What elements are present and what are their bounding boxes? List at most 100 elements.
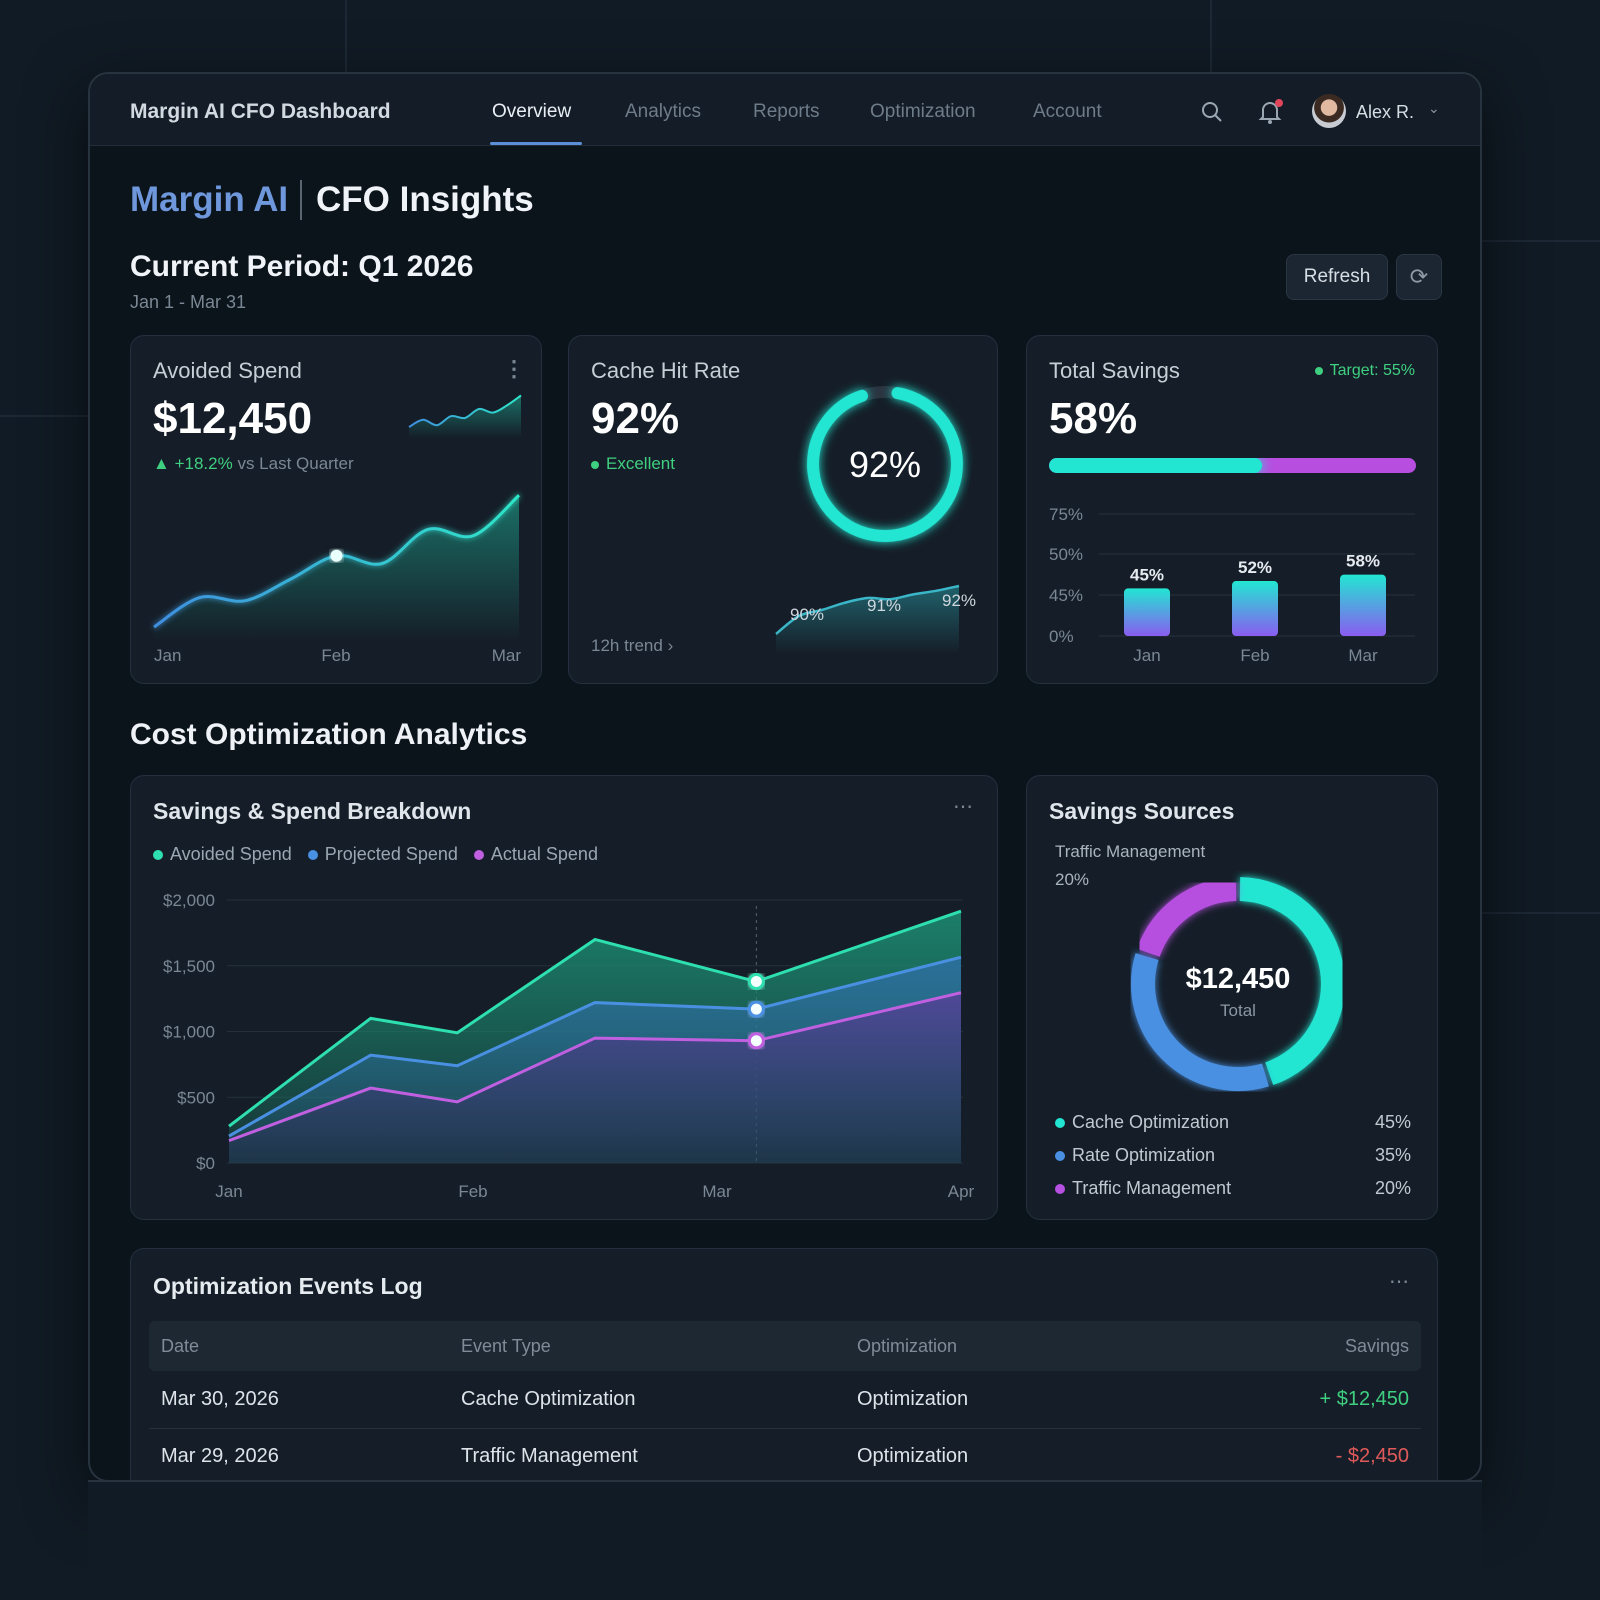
highlight-point bbox=[747, 1032, 765, 1050]
search-icon[interactable] bbox=[1200, 100, 1224, 124]
background-line bbox=[1482, 240, 1600, 242]
cache-ring-progress bbox=[807, 385, 963, 542]
legend-item[interactable]: Actual Spend bbox=[473, 844, 598, 865]
y-tick-label: 0% bbox=[1049, 627, 1074, 646]
legend-label: Projected Spend bbox=[324, 844, 458, 864]
table-header: Date Event Type Optimization Savings bbox=[149, 1321, 1421, 1371]
trend-up-icon: ▲ bbox=[153, 454, 170, 473]
app-title: Margin AI CFO Dashboard bbox=[130, 100, 391, 123]
x-tick-label: Jan bbox=[1133, 646, 1160, 665]
callout-value: 20% bbox=[1055, 870, 1090, 889]
cache-hit-value: 92% bbox=[591, 394, 680, 443]
legend-item[interactable]: Projected Spend bbox=[307, 844, 458, 865]
avatar[interactable] bbox=[1312, 94, 1346, 128]
target-badge: Target: 55% bbox=[1314, 362, 1415, 380]
legend-item[interactable]: Avoided Spend bbox=[153, 844, 292, 865]
y-tick-label: 45% bbox=[1049, 586, 1083, 605]
chevron-down-icon[interactable]: ⌄ bbox=[1428, 100, 1440, 116]
x-tick-label: Jan bbox=[154, 646, 181, 665]
bar-value-label: 52% bbox=[1238, 558, 1272, 577]
tab-analytics[interactable]: Analytics bbox=[625, 101, 702, 122]
active-tab-indicator bbox=[490, 142, 582, 145]
chart-legend: Avoided Spend Projected Spend Actual Spend bbox=[153, 844, 598, 865]
bar-feb bbox=[1232, 581, 1278, 636]
more-horizontal-icon[interactable]: ⋯ bbox=[953, 796, 973, 818]
donut-center-label: Total bbox=[1220, 1001, 1256, 1020]
legend-value: 45% bbox=[1374, 1112, 1411, 1132]
top-nav-bar: Margin AI CFO Dashboard Overview Analyti… bbox=[90, 74, 1480, 146]
y-tick-label: $0 bbox=[196, 1154, 215, 1173]
breakdown-card: Savings & Spend Breakdown ⋯ Avoided Spen… bbox=[130, 775, 998, 1220]
y-tick-label: $500 bbox=[177, 1088, 215, 1107]
tab-reports[interactable]: Reports bbox=[753, 101, 820, 122]
column-savings[interactable]: Savings bbox=[1344, 1335, 1409, 1356]
brand-name: Margin AI bbox=[130, 180, 289, 219]
table-row[interactable]: Mar 29, 2026 Traffic Management Optimizati… bbox=[149, 1428, 1421, 1485]
refresh-icon[interactable]: ⟳ bbox=[1396, 254, 1442, 300]
cell-savings: - $2,450 bbox=[1335, 1445, 1409, 1467]
area-actual-spend bbox=[229, 992, 961, 1163]
highlight-point bbox=[330, 549, 343, 562]
card-title: Total Savings bbox=[1049, 358, 1180, 383]
more-vertical-icon[interactable]: ⋮ bbox=[503, 356, 525, 381]
trend-fill bbox=[776, 586, 959, 654]
x-tick-label: Mar bbox=[1348, 646, 1378, 665]
cell-date: Mar 30, 2026 bbox=[161, 1387, 279, 1410]
background-line bbox=[0, 415, 88, 417]
x-tick-label: Feb bbox=[1240, 646, 1269, 665]
tab-account[interactable]: Account bbox=[1033, 101, 1102, 122]
column-event-type[interactable]: Event Type bbox=[461, 1335, 551, 1356]
sources-legend: Cache Optimization 45% Rate Optimization 35… bbox=[1055, 1112, 1411, 1211]
y-tick-label: $1,500 bbox=[163, 957, 215, 976]
cell-savings: + $12,450 bbox=[1319, 1387, 1409, 1410]
status-badge: Excellent bbox=[591, 454, 675, 474]
trend-line bbox=[775, 584, 960, 635]
card-title: Cache Hit Rate bbox=[591, 358, 741, 383]
legend-dot-icon bbox=[1055, 1118, 1065, 1129]
cell-date: Mar 29, 2026 bbox=[161, 1445, 279, 1467]
x-tick-label: Mar bbox=[492, 646, 522, 665]
avoided-spend-card: Avoided Spend ⋮ $12,450 ▲ +18.2% vs Last… bbox=[130, 335, 542, 684]
legend-label: Actual Spend bbox=[490, 844, 598, 864]
bar-jan bbox=[1124, 588, 1170, 636]
line-projected-spend bbox=[228, 955, 962, 1138]
bell-icon[interactable] bbox=[1258, 98, 1284, 126]
target-text: Target: 55% bbox=[1329, 362, 1415, 379]
cache-hit-card: Cache Hit Rate 92% Excellent 12h trend ›… bbox=[568, 335, 998, 684]
y-tick-label: 50% bbox=[1049, 545, 1083, 564]
y-tick-label: $1,000 bbox=[163, 1023, 215, 1042]
change-suffix: vs Last Quarter bbox=[237, 454, 354, 473]
legend-item: Rate Optimization 35% bbox=[1055, 1145, 1411, 1178]
column-date[interactable]: Date bbox=[161, 1335, 200, 1356]
savings-progress-bar bbox=[1049, 458, 1416, 473]
y-tick-label: $2,000 bbox=[163, 891, 215, 910]
card-title: Savings Sources bbox=[1049, 798, 1235, 824]
refresh-button[interactable]: Refresh bbox=[1286, 254, 1388, 300]
x-tick-label: Jan bbox=[215, 1182, 242, 1201]
donut-segment-cache-optimization bbox=[1239, 877, 1345, 1086]
status-dot-icon bbox=[591, 460, 599, 469]
cache-hit-chart: 92% 90% 91% 92% bbox=[775, 385, 976, 654]
column-optimization[interactable]: Optimization bbox=[857, 1335, 958, 1356]
status-text: Excellent bbox=[606, 454, 675, 473]
table-row[interactable]: Mar 30, 2026 Cache Optimization Optimizati… bbox=[149, 1371, 1421, 1428]
ring-label: 92% bbox=[849, 444, 921, 485]
legend-label: Rate Optimization bbox=[1072, 1145, 1216, 1165]
avoided-spend-chart: Jan Feb Mar bbox=[153, 394, 522, 665]
cell-optimization: Optimization bbox=[857, 1387, 969, 1410]
tab-optimization[interactable]: Optimization bbox=[870, 101, 976, 122]
sources-donut-chart: $12,450 Total bbox=[1131, 877, 1345, 1091]
trend-link[interactable]: 12h trend › bbox=[591, 636, 673, 656]
chevron-right-icon: › bbox=[667, 636, 674, 655]
trend-value-label: 92% bbox=[942, 591, 976, 610]
title-divider bbox=[300, 180, 302, 220]
legend-dot-icon bbox=[153, 850, 163, 861]
tab-overview[interactable]: Overview bbox=[492, 101, 572, 122]
bar-value-label: 45% bbox=[1130, 565, 1164, 584]
card-title: Savings & Spend Breakdown bbox=[153, 798, 472, 824]
user-name[interactable]: Alex R. bbox=[1356, 102, 1415, 122]
total-savings-value: 58% bbox=[1049, 394, 1138, 443]
more-horizontal-icon[interactable]: ⋯ bbox=[1389, 1271, 1409, 1293]
y-tick-label: 75% bbox=[1049, 505, 1083, 524]
